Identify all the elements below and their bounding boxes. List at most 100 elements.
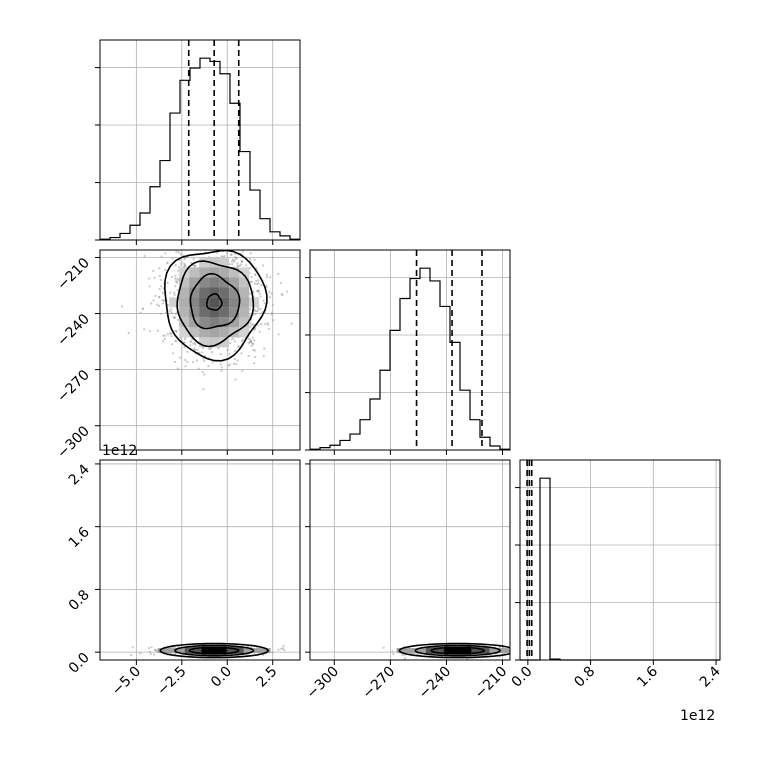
sample-point bbox=[523, 651, 525, 653]
sample-point bbox=[191, 245, 193, 247]
contour-line bbox=[430, 646, 486, 655]
sample-point bbox=[240, 235, 242, 237]
sample-point bbox=[513, 647, 515, 649]
sample-point bbox=[179, 253, 182, 256]
density-cell bbox=[199, 277, 210, 288]
sample-point bbox=[171, 257, 174, 260]
density-cell bbox=[179, 307, 190, 318]
sample-point bbox=[511, 648, 513, 650]
sample-point bbox=[171, 275, 174, 278]
sample-point bbox=[193, 341, 196, 344]
sample-point bbox=[263, 347, 266, 350]
sample-point bbox=[262, 355, 265, 358]
sample-point bbox=[271, 256, 274, 259]
density-cell bbox=[189, 297, 200, 308]
sample-point bbox=[232, 260, 235, 263]
density-cell bbox=[199, 267, 210, 278]
sample-point bbox=[162, 302, 165, 305]
density-cell bbox=[209, 337, 220, 348]
sample-point bbox=[200, 232, 202, 234]
sample-point bbox=[179, 336, 182, 339]
density-cell bbox=[199, 307, 210, 318]
sample-point bbox=[186, 244, 188, 246]
sample-point bbox=[176, 288, 179, 292]
x-tick-label: 2.5 bbox=[253, 664, 280, 691]
sample-point bbox=[263, 302, 266, 305]
sample-point bbox=[148, 330, 151, 333]
density-cell bbox=[179, 327, 190, 338]
density-cell bbox=[199, 297, 210, 308]
sample-point bbox=[179, 262, 182, 265]
density-cell bbox=[219, 277, 230, 288]
y-offset-label: 1e12 bbox=[102, 443, 137, 459]
sample-point bbox=[160, 285, 163, 288]
sample-point bbox=[227, 348, 230, 352]
sample-point bbox=[208, 226, 210, 228]
sample-point bbox=[205, 245, 207, 247]
sample-point bbox=[170, 311, 173, 314]
sample-point bbox=[166, 281, 169, 285]
density-cell bbox=[229, 267, 240, 278]
sample-point bbox=[233, 340, 236, 343]
sample-point bbox=[236, 264, 240, 267]
sample-point bbox=[201, 351, 204, 354]
sample-point bbox=[267, 327, 270, 330]
sample-point bbox=[282, 644, 285, 647]
histogram-p1 bbox=[310, 267, 510, 450]
sample-point bbox=[225, 252, 229, 255]
sample-point bbox=[391, 650, 394, 653]
contour-line bbox=[205, 292, 223, 311]
sample-point bbox=[234, 378, 237, 381]
sample-point bbox=[153, 653, 156, 656]
sample-point bbox=[147, 646, 151, 650]
sample-point bbox=[153, 276, 156, 279]
sample-point bbox=[193, 347, 196, 350]
density-cell bbox=[229, 317, 240, 328]
density-core bbox=[201, 646, 227, 655]
sample-point bbox=[256, 289, 260, 292]
y-tick-label: 2.4 bbox=[66, 461, 93, 488]
density-cell bbox=[209, 287, 220, 298]
sample-point bbox=[195, 359, 199, 362]
sample-point bbox=[249, 326, 252, 329]
sample-point bbox=[173, 293, 176, 296]
sample-point bbox=[189, 344, 192, 347]
sample-point bbox=[139, 311, 142, 314]
sample-point bbox=[220, 369, 223, 372]
sample-point bbox=[249, 324, 253, 327]
density-cell bbox=[199, 317, 210, 328]
sample-point bbox=[189, 340, 192, 343]
sample-point bbox=[164, 268, 167, 272]
contour-line bbox=[443, 648, 472, 653]
sample-point bbox=[238, 264, 241, 267]
sample-point bbox=[204, 231, 206, 233]
sample-point bbox=[191, 360, 195, 364]
sample-point bbox=[251, 336, 254, 339]
sample-point bbox=[183, 346, 186, 349]
density-cell bbox=[189, 277, 200, 288]
sample-point bbox=[174, 312, 177, 315]
sample-point bbox=[285, 290, 289, 293]
sample-point bbox=[254, 355, 257, 359]
density-cell bbox=[209, 257, 220, 268]
sample-point bbox=[277, 333, 280, 336]
contour-line bbox=[159, 642, 270, 659]
sample-point bbox=[515, 649, 517, 651]
sample-point bbox=[250, 344, 253, 347]
x-tick-label: −5.0 bbox=[109, 664, 144, 699]
scatter-panel-p1-p2 bbox=[309, 459, 525, 661]
sample-point bbox=[179, 356, 182, 359]
sample-point bbox=[231, 263, 234, 266]
density-cell bbox=[179, 297, 190, 308]
sample-point bbox=[158, 267, 161, 270]
sample-point bbox=[160, 255, 163, 258]
sample-point bbox=[149, 653, 152, 656]
sample-point bbox=[166, 333, 169, 336]
sample-point bbox=[277, 272, 280, 275]
density-cell bbox=[219, 317, 230, 328]
density-cell bbox=[169, 297, 180, 308]
density-cell bbox=[239, 307, 250, 318]
sample-point bbox=[230, 253, 233, 256]
sample-point bbox=[236, 359, 239, 362]
sample-point bbox=[168, 309, 171, 312]
